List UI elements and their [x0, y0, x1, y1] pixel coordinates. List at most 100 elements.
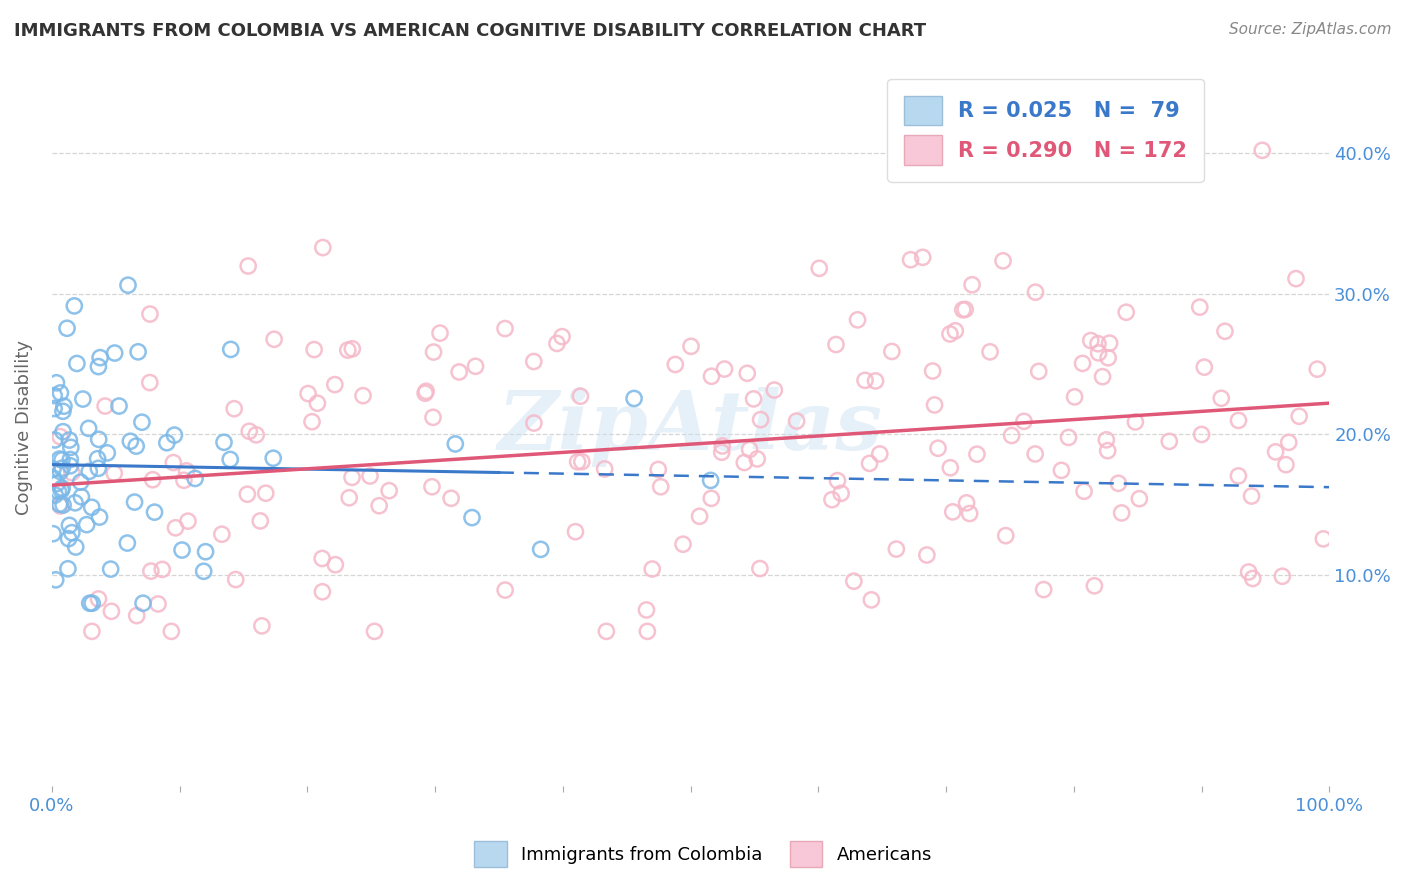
Point	[1024, 447, 1046, 461]
Point	[1213, 324, 1236, 338]
Point	[523, 354, 546, 368]
Point	[1194, 360, 1216, 375]
Point	[763, 383, 786, 397]
Point	[80, 624, 103, 639]
Point	[103, 467, 125, 481]
Point	[713, 362, 735, 376]
Point	[700, 491, 723, 506]
Point	[184, 471, 207, 485]
Y-axis label: Cognitive Disability: Cognitive Disability	[15, 340, 32, 515]
Point	[742, 392, 765, 406]
Point	[679, 339, 702, 353]
Point	[100, 562, 122, 576]
Point	[96, 446, 118, 460]
Point	[48, 484, 70, 499]
Text: IMMIGRANTS FROM COLOMBIA VS AMERICAN COGNITIVE DISABILITY CORRELATION CHART: IMMIGRANTS FROM COLOMBIA VS AMERICAN COG…	[14, 22, 927, 40]
Point	[51, 481, 73, 495]
Point	[59, 441, 82, 455]
Point	[959, 507, 981, 521]
Point	[307, 396, 329, 410]
Point	[72, 392, 94, 406]
Point	[49, 499, 72, 513]
Point	[86, 451, 108, 466]
Point	[108, 399, 131, 413]
Point	[160, 624, 183, 639]
Point	[530, 542, 553, 557]
Point	[900, 252, 922, 267]
Point	[1087, 346, 1109, 360]
Point	[711, 439, 734, 453]
Point	[842, 574, 865, 589]
Point	[139, 564, 162, 578]
Point	[52, 399, 75, 413]
Point	[173, 473, 195, 487]
Point	[194, 545, 217, 559]
Point	[966, 447, 988, 461]
Point	[523, 416, 546, 430]
Point	[413, 386, 436, 401]
Point	[59, 452, 82, 467]
Point	[176, 464, 198, 478]
Point	[1083, 579, 1105, 593]
Point	[422, 410, 444, 425]
Point	[69, 475, 91, 489]
Point	[1091, 369, 1114, 384]
Point	[250, 619, 273, 633]
Point	[150, 562, 173, 576]
Text: Source: ZipAtlas.com: Source: ZipAtlas.com	[1229, 22, 1392, 37]
Point	[1012, 414, 1035, 428]
Point	[44, 488, 66, 502]
Point	[87, 591, 110, 606]
Point	[1227, 469, 1250, 483]
Point	[46, 476, 69, 491]
Point	[340, 470, 363, 484]
Point	[1097, 351, 1119, 365]
Point	[45, 573, 67, 587]
Point	[323, 377, 346, 392]
Point	[1024, 285, 1046, 300]
Point	[70, 490, 93, 504]
Point	[211, 527, 233, 541]
Point	[302, 343, 325, 357]
Point	[51, 461, 73, 475]
Point	[82, 596, 104, 610]
Point	[1211, 391, 1233, 405]
Point	[156, 435, 179, 450]
Point	[1097, 443, 1119, 458]
Point	[748, 561, 770, 575]
Point	[738, 442, 761, 457]
Point	[236, 487, 259, 501]
Point	[52, 404, 75, 418]
Point	[42, 526, 65, 541]
Point	[219, 343, 242, 357]
Point	[952, 302, 974, 317]
Point	[440, 491, 463, 506]
Point	[464, 359, 486, 374]
Point	[1050, 463, 1073, 477]
Text: ZipAtlas: ZipAtlas	[498, 387, 883, 467]
Point	[49, 465, 72, 479]
Point	[89, 351, 111, 365]
Point	[117, 536, 139, 550]
Point	[735, 366, 758, 380]
Point	[48, 497, 70, 511]
Point	[49, 429, 72, 443]
Point	[127, 344, 149, 359]
Point	[254, 486, 277, 500]
Point	[125, 439, 148, 453]
Point	[1111, 506, 1133, 520]
Point	[953, 302, 976, 317]
Legend: R = 0.025   N =  79, R = 0.290   N = 172: R = 0.025 N = 79, R = 0.290 N = 172	[887, 78, 1204, 182]
Point	[865, 374, 887, 388]
Point	[672, 537, 695, 551]
Point	[880, 344, 903, 359]
Point	[1098, 336, 1121, 351]
Point	[52, 498, 75, 512]
Point	[142, 473, 165, 487]
Point	[699, 474, 721, 488]
Point	[162, 456, 184, 470]
Point	[297, 386, 319, 401]
Point	[44, 433, 66, 447]
Point	[193, 564, 215, 578]
Point	[120, 434, 142, 449]
